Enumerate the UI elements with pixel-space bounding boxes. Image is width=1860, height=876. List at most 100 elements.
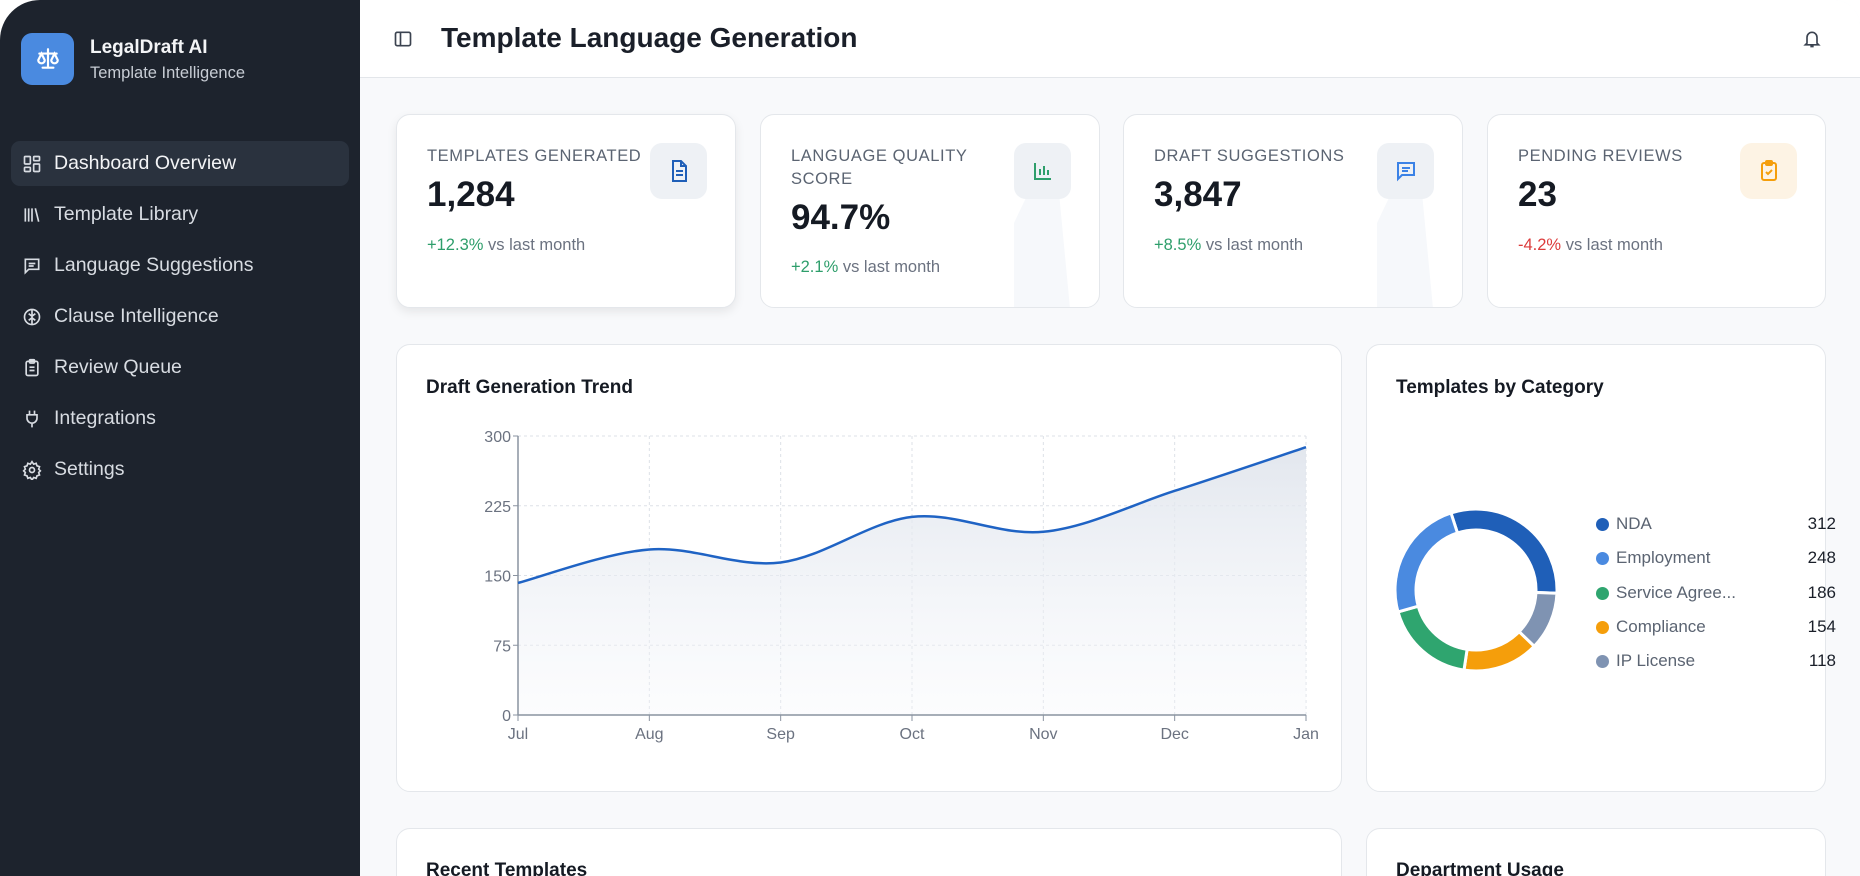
- y-tick-label: 75: [493, 638, 511, 655]
- donut-chart: [1395, 507, 1557, 673]
- legend-label: Employment: [1616, 548, 1711, 568]
- change-percent: +8.5%: [1154, 236, 1202, 254]
- stat-change: +12.3% vs last month: [427, 236, 585, 255]
- stat-label: Language Quality Score: [791, 147, 968, 188]
- stat-change: +2.1% vs last month: [791, 258, 940, 277]
- brand-subtitle: Template Intelligence: [90, 64, 246, 82]
- card-title: Recent Templates: [426, 860, 588, 876]
- stat-card-templates-generated[interactable]: Templates Generated 1,284 +12.3% vs last…: [396, 114, 736, 308]
- legend-item[interactable]: NDA 312: [1596, 512, 1836, 536]
- document-icon: [650, 143, 707, 199]
- y-tick-label: 0: [502, 708, 511, 725]
- stat-label: Draft Suggestions: [1154, 147, 1345, 165]
- legend-item[interactable]: Compliance 154: [1596, 615, 1836, 639]
- stat-card-pending-reviews[interactable]: Pending Reviews 23 -4.2% vs last month: [1487, 114, 1826, 308]
- legend-dot: [1596, 655, 1609, 669]
- stat-value: 1,284: [427, 175, 515, 214]
- stat-label: Pending Reviews: [1518, 147, 1683, 165]
- change-percent: +2.1%: [791, 258, 839, 276]
- stat-label: Templates Generated: [427, 147, 642, 165]
- change-suffix: vs last month: [488, 236, 586, 254]
- change-suffix: vs last month: [1565, 236, 1663, 254]
- donut-slice-employment: [1395, 511, 1460, 614]
- sidebar-item-language-suggestions[interactable]: Language Suggestions: [11, 243, 349, 288]
- sidebar-item-label: Settings: [54, 458, 125, 480]
- card-title: Department Usage: [1396, 860, 1564, 876]
- stat-value: 3,847: [1154, 175, 1242, 214]
- legend-item[interactable]: IP License 118: [1596, 649, 1836, 673]
- x-tick-label: Dec: [1160, 726, 1188, 743]
- legend-item[interactable]: Service Agree... 186: [1596, 581, 1836, 605]
- legend-dot: [1596, 552, 1609, 566]
- recent-templates-card: Recent Templates: [396, 828, 1342, 876]
- legend-value: 186: [1807, 582, 1836, 602]
- series-line: [517, 445, 1307, 585]
- line-chart: 0 75 150 225 300 Jul Aug Sep Oct Nov Dec Jan: [484, 429, 1319, 743]
- y-tick-label: 300: [484, 429, 511, 446]
- x-tick-label: Jan: [1293, 726, 1319, 743]
- legend-value: 154: [1807, 616, 1836, 636]
- bar-chart-icon: [1014, 143, 1071, 199]
- x-tick-label: Jul: [508, 726, 528, 743]
- stat-change: -4.2% vs last month: [1518, 236, 1663, 255]
- sidebar-item-review-queue[interactable]: Review Queue: [11, 345, 349, 390]
- sidebar-item-label: Template Library: [54, 203, 199, 225]
- draft-generation-trend-card: Draft Generation Trend 0 75 150 225 300 Jul Au…: [396, 344, 1342, 792]
- change-suffix: vs last month: [842, 258, 941, 276]
- legend-dot: [1596, 518, 1609, 531]
- chart-title: Draft Generation Trend: [426, 377, 633, 398]
- y-tick-label: 225: [484, 499, 511, 516]
- sidebar-item-template-library[interactable]: Template Library: [11, 192, 349, 237]
- donut-slice-nda: [1449, 507, 1557, 595]
- department-usage-card: Department Usage: [1366, 828, 1826, 876]
- legend-value: 248: [1807, 548, 1836, 568]
- change-percent: -4.2%: [1518, 236, 1562, 254]
- sidebar-item-label: Clause Intelligence: [54, 305, 219, 327]
- header: Template Language Generation: [360, 0, 1860, 78]
- sidebar-item-label: Language Suggestions: [54, 254, 254, 276]
- legend-label: NDA: [1616, 514, 1652, 533]
- brain-icon: [23, 308, 41, 325]
- legend-label: IP License: [1616, 651, 1696, 671]
- x-tick-label: Aug: [635, 726, 663, 743]
- sidebar-toggle-icon[interactable]: [393, 29, 413, 49]
- sidebar-item-settings[interactable]: Settings: [11, 447, 349, 492]
- donut-clip: [1395, 495, 1557, 685]
- decorative-beam: [1014, 199, 1071, 307]
- chart-title: Templates by Category: [1396, 377, 1604, 398]
- donut-slice-service-agree-: [1396, 604, 1469, 672]
- message-icon: [1377, 143, 1434, 199]
- message-icon: [24, 258, 40, 275]
- sidebar: LegalDraft AI Template Intelligence Dash…: [0, 0, 360, 876]
- sidebar-item-label: Integrations: [54, 407, 156, 429]
- bell-icon[interactable]: [1802, 29, 1822, 49]
- clipboard-icon: [25, 358, 39, 376]
- templates-by-category-card: Templates by Category NDA 312 Employment 24…: [1366, 344, 1836, 792]
- sidebar-item-integrations[interactable]: Integrations: [11, 396, 349, 441]
- x-tick-label: Oct: [900, 726, 925, 743]
- sidebar-item-dashboard-overview[interactable]: Dashboard Overview: [11, 141, 349, 186]
- y-tick-label: 150: [484, 569, 511, 586]
- change-percent: +12.3%: [427, 236, 484, 254]
- brand-name: LegalDraft AI: [90, 37, 208, 58]
- plug-icon: [26, 410, 38, 427]
- scale-logo-icon: [21, 33, 74, 85]
- sidebar-item-clause-intelligence[interactable]: Clause Intelligence: [11, 294, 349, 339]
- gear-icon: [22, 459, 42, 480]
- stat-card-draft-suggestions[interactable]: Draft Suggestions 3,847 +8.5% vs last mo…: [1123, 114, 1463, 308]
- stat-change: +8.5% vs last month: [1154, 236, 1303, 255]
- x-tick-label: Sep: [766, 726, 795, 743]
- library-icon: [24, 207, 40, 222]
- legend-item[interactable]: Employment 248: [1596, 546, 1836, 570]
- legend-value: 312: [1807, 514, 1836, 533]
- legend-dot: [1596, 620, 1609, 634]
- decorative-beam: [1377, 199, 1434, 307]
- clipboard-check-icon: [1740, 143, 1797, 199]
- legend-label: Compliance: [1616, 616, 1706, 636]
- legend-label: Service Agree...: [1616, 582, 1737, 602]
- change-suffix: vs last month: [1205, 236, 1304, 254]
- x-tick-label: Nov: [1029, 726, 1057, 743]
- sidebar-item-label: Dashboard Overview: [54, 152, 237, 174]
- area-fill: [518, 447, 1306, 715]
- stat-card-language-quality[interactable]: Language Quality Score 94.7% +2.1% vs la…: [760, 114, 1100, 308]
